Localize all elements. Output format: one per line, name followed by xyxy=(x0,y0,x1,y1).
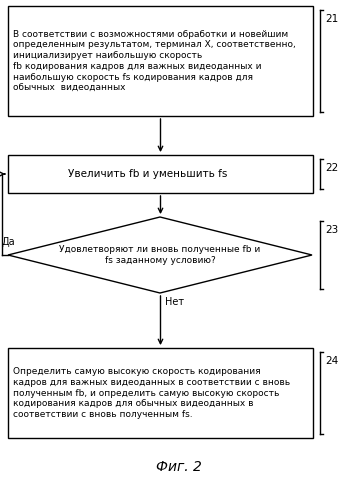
Text: В соответствии с возможностями обработки и новейшим
определенным результатом, те: В соответствии с возможностями обработки… xyxy=(13,29,296,92)
Text: Определить самую высокую скорость кодирования
кадров для важных видеоданных в со: Определить самую высокую скорость кодиро… xyxy=(13,367,290,419)
Text: Нет: Нет xyxy=(165,297,185,307)
Text: Удовлетворяют ли вновь полученные fb и
fs заданному условию?: Удовлетворяют ли вновь полученные fb и f… xyxy=(59,245,261,265)
Text: 21: 21 xyxy=(325,14,338,24)
Text: Фиг. 2: Фиг. 2 xyxy=(156,460,202,474)
Text: 22: 22 xyxy=(325,163,338,173)
Text: Да: Да xyxy=(1,237,15,247)
Text: 24: 24 xyxy=(325,356,338,366)
Bar xyxy=(8,6,313,116)
Bar xyxy=(8,155,313,193)
Polygon shape xyxy=(8,217,312,293)
Text: 23: 23 xyxy=(325,225,338,235)
Bar xyxy=(8,348,313,438)
Text: Увеличить fb и уменьшить fs: Увеличить fb и уменьшить fs xyxy=(68,169,227,179)
